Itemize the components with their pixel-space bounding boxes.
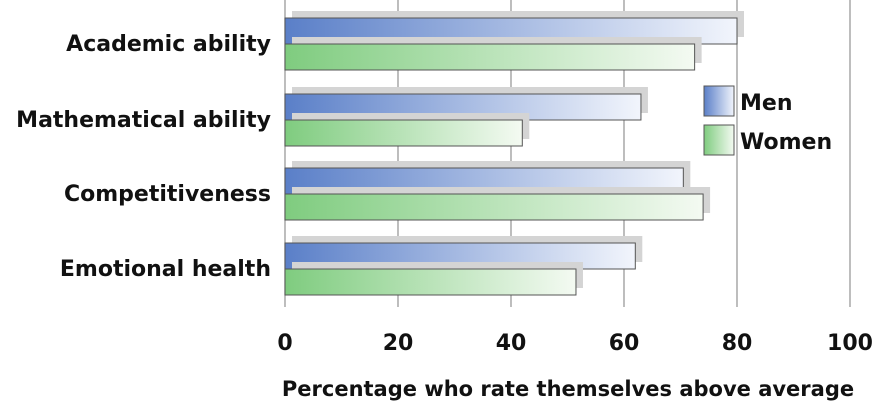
x-tick-label: 20 (383, 331, 414, 356)
bar-women (284, 193, 704, 221)
legend-label-women: Women (740, 130, 832, 155)
labels-layer: Academic ability Mathematical ability Comp… (16, 32, 271, 282)
x-tick-label: 60 (609, 331, 640, 356)
grid-layer: 0 20 40 60 80 100 (277, 0, 873, 356)
y-category-label: Competitiveness (64, 182, 271, 207)
legend-swatch-men (703, 85, 735, 117)
x-axis-title: Percentage who rate themselves above ave… (282, 377, 854, 401)
bars-layer (284, 11, 744, 296)
x-tick-label: 40 (496, 331, 527, 356)
legend-swatch-women (703, 124, 735, 156)
x-tick-label: 100 (827, 331, 873, 356)
x-tick-label: 0 (277, 331, 292, 356)
bar-women (284, 43, 696, 71)
legend-label-men: Men (740, 91, 792, 116)
y-category-label: Academic ability (66, 32, 271, 57)
x-tick-label: 80 (722, 331, 753, 356)
legend: Men Women (703, 85, 832, 156)
y-category-label: Emotional health (60, 257, 271, 282)
bar-women (284, 119, 523, 147)
bar-women (284, 268, 577, 296)
y-category-label: Mathematical ability (16, 108, 271, 133)
